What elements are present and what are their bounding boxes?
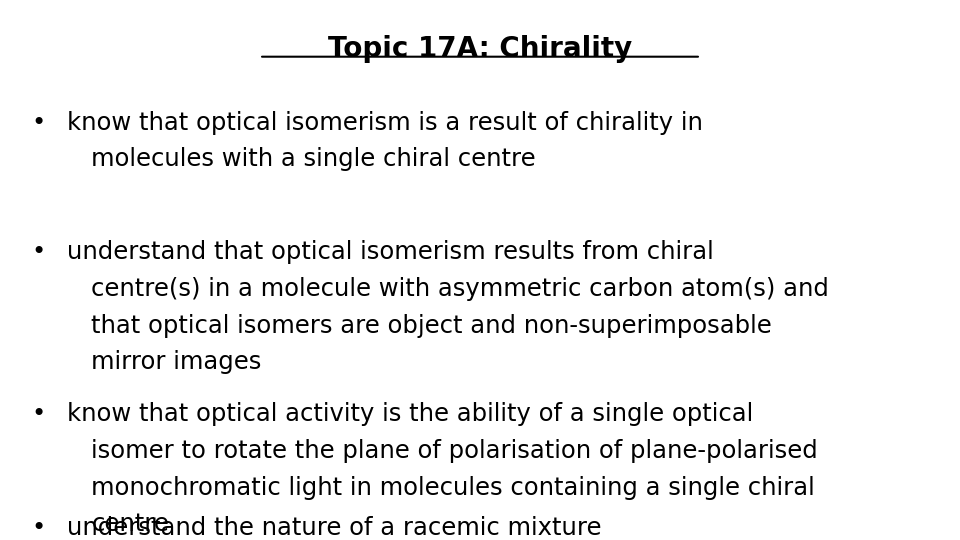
Text: understand the nature of a racemic mixture: understand the nature of a racemic mixtu… [67,516,602,539]
Text: isomer to rotate the plane of polarisation of plane-polarised: isomer to rotate the plane of polarisati… [91,439,818,463]
Text: know that optical activity is the ability of a single optical: know that optical activity is the abilit… [67,402,754,426]
Text: understand that optical isomerism results from chiral: understand that optical isomerism result… [67,240,714,264]
Text: centre(s) in a molecule with asymmetric carbon atom(s) and: centre(s) in a molecule with asymmetric … [91,277,829,301]
Text: centre: centre [91,512,169,536]
Text: know that optical isomerism is a result of chirality in: know that optical isomerism is a result … [67,111,703,134]
Text: mirror images: mirror images [91,350,261,374]
Text: molecules with a single chiral centre: molecules with a single chiral centre [91,147,536,171]
Text: •: • [32,240,45,264]
Text: monochromatic light in molecules containing a single chiral: monochromatic light in molecules contain… [91,476,815,500]
Text: •: • [32,111,45,134]
Text: that optical isomers are object and non-superimposable: that optical isomers are object and non-… [91,314,772,338]
Text: Topic 17A: Chirality: Topic 17A: Chirality [328,35,632,63]
Text: •: • [32,516,45,539]
Text: •: • [32,402,45,426]
